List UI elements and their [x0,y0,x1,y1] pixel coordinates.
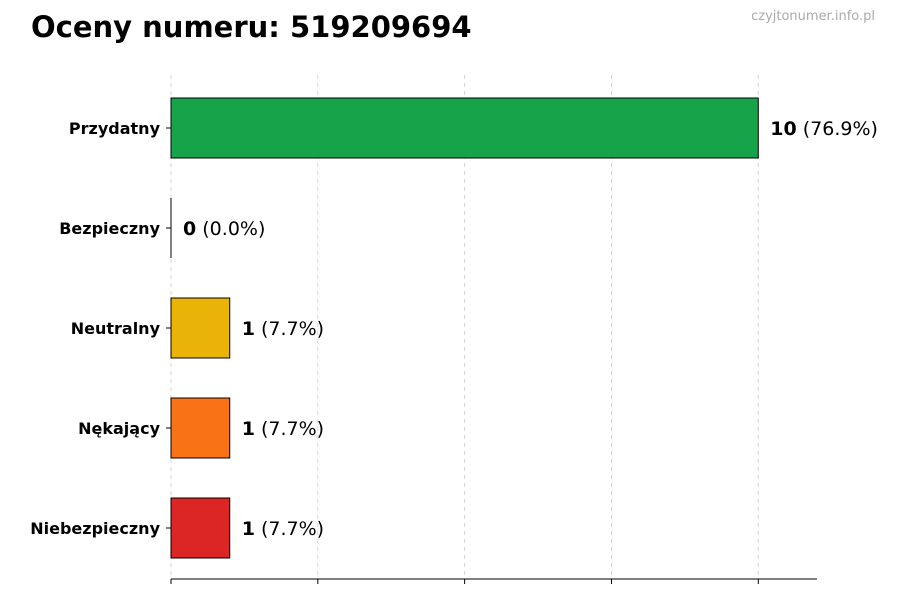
bar [170,497,231,559]
value-label: 0 (0.0%) [183,218,265,240]
bars [170,97,759,559]
chart-title: Oceny numeru: 519209694 [31,10,472,44]
value-percent: (0.0%) [196,218,265,240]
value-label: 10 (76.9%) [770,118,878,140]
category-label: Neutralny [71,319,161,338]
value-number: 10 [770,118,796,140]
value-number: 1 [242,418,255,440]
bar [170,397,231,459]
value-number: 1 [242,318,255,340]
value-percent: (7.7%) [255,518,324,540]
category-label: Niebezpieczny [30,519,160,538]
value-label: 1 (7.7%) [242,518,324,540]
value-number: 0 [183,218,196,240]
value-percent: (76.9%) [797,118,878,140]
value-label: 1 (7.7%) [242,418,324,440]
axes [166,127,817,584]
watermark: czyjtonumer.info.pl [751,9,875,24]
value-percent: (7.7%) [255,318,324,340]
category-label: Nękający [78,419,160,438]
value-label: 1 (7.7%) [242,318,324,340]
category-label: Przydatny [69,119,161,138]
value-number: 1 [242,518,255,540]
labels: Przydatny 10 (76.9%)Bezpieczny 0 (0.0%)Neu… [30,118,878,540]
category-label: Bezpieczny [59,219,160,238]
bar [170,297,231,359]
bar [170,97,759,159]
value-percent: (7.7%) [255,418,324,440]
